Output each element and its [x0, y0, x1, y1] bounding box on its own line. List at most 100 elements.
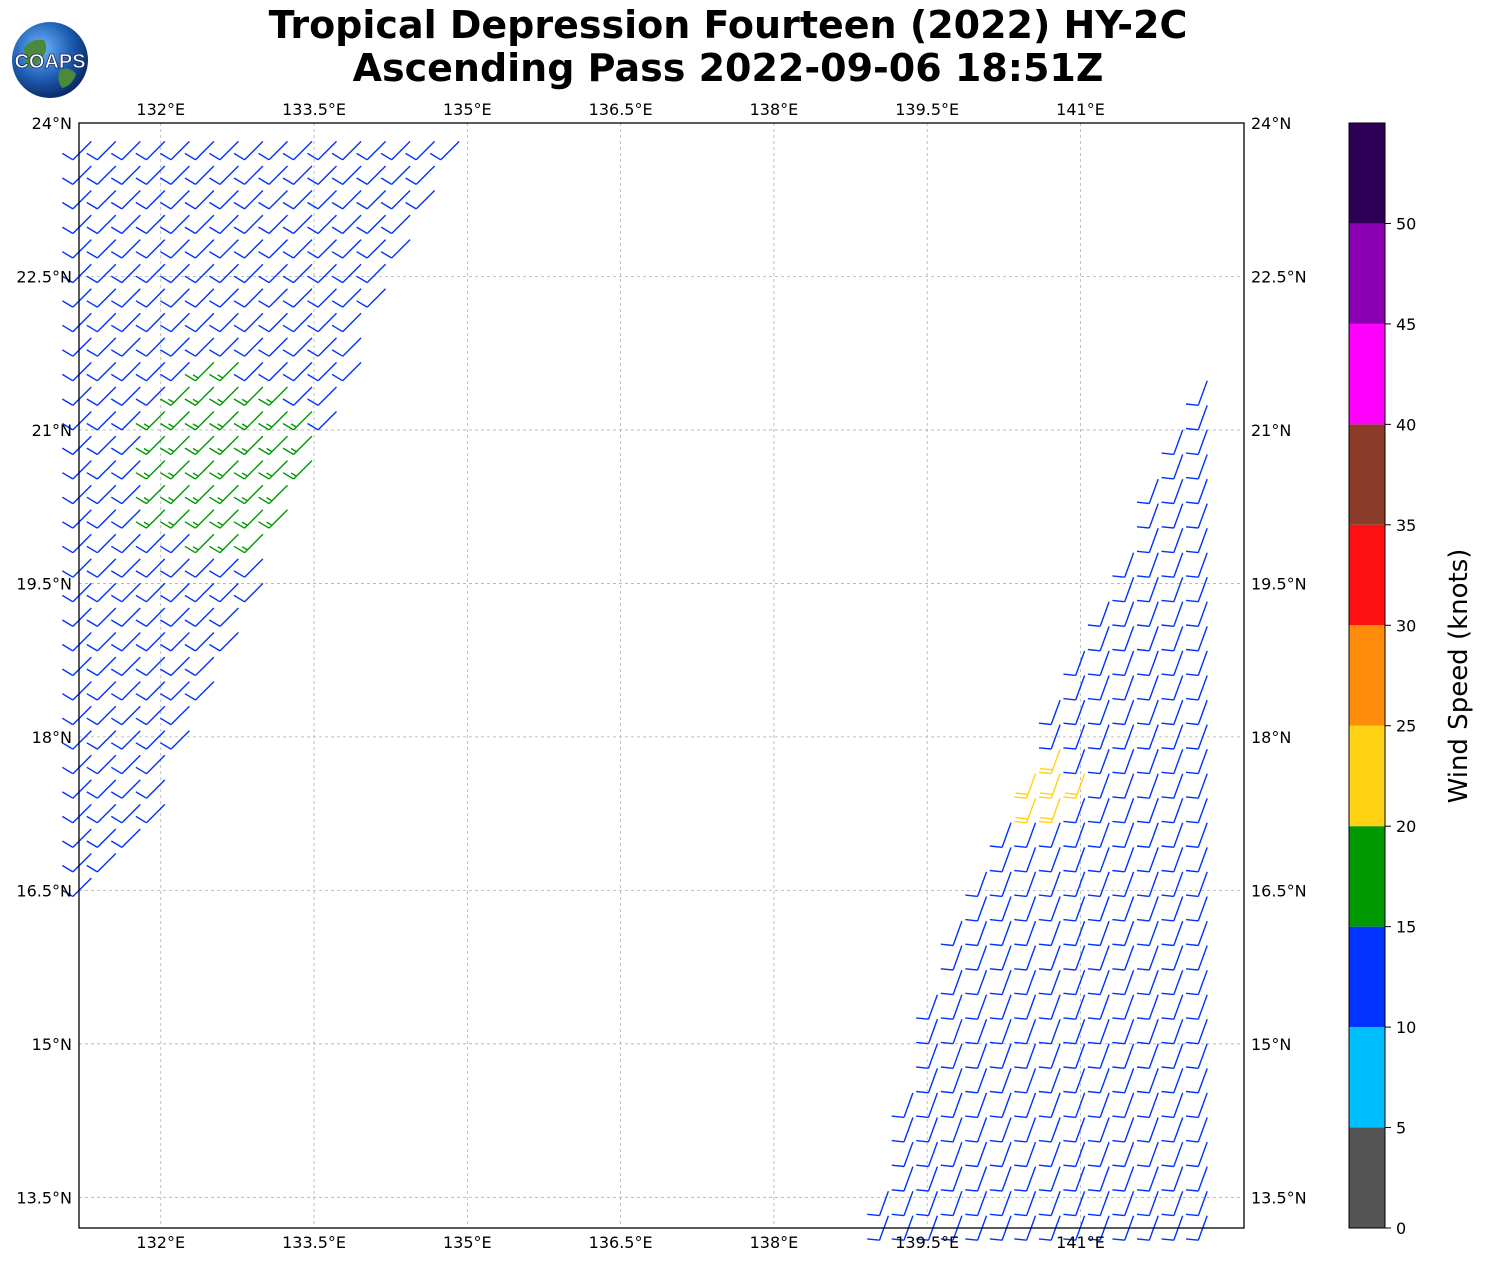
wind-barb-431 — [1112, 920, 1135, 947]
wind-barb-98 — [110, 460, 141, 480]
wind-barb-543 — [1136, 503, 1159, 529]
wind-barb-298 — [1112, 1190, 1135, 1217]
wind-barb-251 — [258, 165, 288, 185]
wind-barb-267 — [282, 140, 313, 161]
lon-tick-top-0: 132°E — [136, 100, 185, 119]
wind-barb-37 — [135, 656, 166, 677]
wind-barb-128 — [86, 386, 117, 406]
wind-barb-520 — [1161, 650, 1184, 677]
wind-barb-350 — [1112, 1092, 1135, 1119]
wind-barb-371 — [1038, 1043, 1061, 1069]
wind-barb-544 — [1161, 503, 1184, 529]
wind-barb-178 — [160, 288, 190, 308]
wind-barb-460 — [1112, 847, 1135, 873]
wind-barb-49 — [110, 607, 141, 627]
wind-barb-79 — [86, 509, 117, 529]
wind-barb-469 — [1112, 822, 1135, 848]
wind-barb-391 — [940, 994, 963, 1020]
wind-barb-471 — [1161, 822, 1184, 848]
lat-tick-right-5: 16.5°N — [1251, 881, 1307, 900]
wind-barb-359 — [1038, 1068, 1061, 1094]
wind-barb-546 — [1136, 478, 1159, 505]
wind-barb-485 — [1112, 773, 1135, 799]
wind-barb-62 — [61, 558, 92, 578]
wind-barb-473 — [1014, 798, 1037, 824]
wind-barb-247 — [160, 165, 190, 185]
wind-barb-139 — [86, 361, 117, 382]
lat-tick-right-1: 22.5°N — [1251, 267, 1307, 286]
wind-barb-186 — [356, 288, 387, 308]
wind-barb-343 — [940, 1092, 963, 1119]
wind-barb-20 — [110, 730, 141, 750]
wind-barb-4 — [86, 828, 117, 848]
wind-barb-502 — [1185, 724, 1208, 750]
wind-barb-550 — [1185, 454, 1208, 480]
colorbar-tick-label-10: 50 — [1396, 214, 1416, 233]
wind-barb-486 — [1136, 773, 1159, 799]
wind-barb-250 — [233, 165, 264, 185]
wind-barb-199 — [356, 263, 387, 284]
wind-barb-439 — [1063, 896, 1086, 922]
wind-barb-519 — [1136, 650, 1159, 677]
gridlines — [79, 122, 1244, 1228]
wind-barb-307 — [1014, 1166, 1037, 1192]
wind-barb-53 — [209, 607, 239, 627]
wind-barb-313 — [1161, 1166, 1184, 1192]
lat-tick-left-1: 22.5°N — [16, 267, 72, 286]
wind-barb-331 — [965, 1117, 988, 1143]
wind-barb-148 — [307, 361, 337, 382]
wind-barb-445 — [965, 871, 988, 898]
wind-barb-436 — [989, 896, 1012, 922]
wind-barb-540 — [1136, 527, 1159, 554]
wind-barb-388 — [1161, 1019, 1184, 1045]
wind-barb-531 — [1185, 601, 1208, 627]
lat-tick-left-6: 15°N — [32, 1035, 72, 1054]
wind-barb-189 — [110, 263, 141, 284]
wind-barb-161 — [331, 337, 362, 357]
wind-barb-468 — [1087, 822, 1110, 848]
wind-barb-77 — [233, 533, 264, 554]
plot-title: Tropical Depression Fourteen (2022) HY-2… — [90, 4, 1366, 90]
colorbar-tick-label-0: 0 — [1396, 1219, 1406, 1238]
wind-barb-85 — [233, 509, 264, 529]
colorbar-bin-4 — [1349, 725, 1385, 827]
wind-barb-292 — [965, 1190, 988, 1217]
wind-barb-106 — [61, 435, 92, 456]
wind-barb-349 — [1087, 1092, 1110, 1119]
wind-barb-271 — [380, 140, 411, 161]
wind-barb-526 — [1185, 626, 1208, 652]
wind-barb-181 — [233, 288, 264, 308]
wind-barb-407 — [1063, 969, 1086, 996]
colorbar-tick-label-1: 5 — [1396, 1119, 1406, 1138]
wind-barb-255 — [356, 165, 387, 185]
wind-barb-129 — [110, 386, 141, 406]
wind-barb-118 — [110, 411, 141, 431]
wind-barb-444 — [1185, 896, 1208, 922]
colorbar-bin-5 — [1349, 625, 1385, 726]
wind-barb-150 — [61, 337, 92, 357]
wind-barb-100 — [160, 460, 190, 480]
wind-barb-60 — [209, 582, 239, 603]
wind-barb-50 — [135, 607, 166, 627]
wind-barb-122 — [209, 411, 239, 431]
wind-barb-378 — [916, 1019, 939, 1045]
wind-barb-263 — [184, 140, 215, 161]
wind-barb-533 — [1136, 577, 1159, 603]
wind-barb-315 — [891, 1141, 914, 1168]
wind-barb-140 — [110, 361, 141, 382]
wind-barb-76 — [209, 533, 239, 554]
colorbar-label: Wind Speed (knots) — [1444, 549, 1474, 804]
wind-barb-233 — [184, 190, 215, 210]
wind-barb-145 — [233, 361, 264, 382]
wind-barb-345 — [989, 1092, 1012, 1119]
wind-barb-515 — [1185, 675, 1208, 701]
wind-barb-421 — [1136, 945, 1159, 971]
wind-barb-222 — [258, 214, 288, 235]
wind-barb-179 — [184, 288, 215, 308]
wind-barb-229 — [86, 190, 117, 210]
wind-barb-96 — [61, 460, 92, 480]
wind-barb-461 — [1136, 847, 1159, 873]
wind-barb-133 — [209, 386, 239, 406]
wind-barb-52 — [184, 607, 215, 627]
wind-barb-403 — [965, 969, 988, 996]
